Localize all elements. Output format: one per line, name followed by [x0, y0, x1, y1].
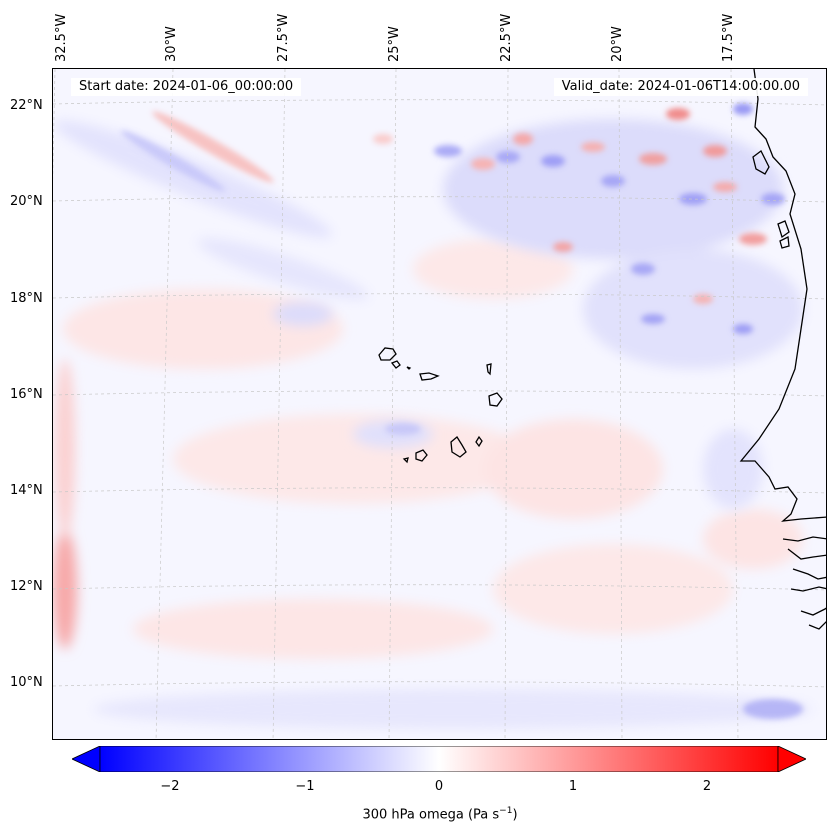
- lat-label-14n: 14°N: [10, 483, 43, 498]
- lat-label-12n: 12°N: [10, 579, 43, 594]
- colorbar-tick-m1: −1: [295, 779, 315, 794]
- lon-label-32-5w: 32.5°W: [54, 13, 69, 62]
- start-date-label: Start date: 2024-01-06_00:00:00: [71, 78, 302, 96]
- map-field: [53, 69, 826, 739]
- lon-label-17-5w: 17.5°W: [721, 13, 736, 62]
- lon-label-27-5w: 27.5°W: [276, 13, 291, 62]
- colorbar-tick-m2: −2: [160, 779, 180, 794]
- island-santiago: [450, 436, 467, 458]
- wave-streaks: [120, 103, 803, 719]
- valid-date-label: Valid_date: 2024-01-06T14:00:00.00: [553, 78, 808, 96]
- gridlines: [53, 69, 826, 739]
- colorbar-variable: 300 hPa omega: [362, 807, 464, 823]
- island-sao-nicolau: [419, 372, 440, 381]
- lat-label-22n: 22°N: [10, 98, 43, 113]
- island-santa-luzia: [406, 366, 412, 370]
- lat-label-16n: 16°N: [10, 387, 43, 402]
- colorbar-units-exponent: −1: [499, 806, 513, 816]
- lon-label-20w: 20°W: [610, 26, 625, 62]
- lon-label-22-5w: 22.5°W: [499, 13, 514, 62]
- island-sal: [486, 363, 492, 376]
- colorbar-min-extend: [71, 745, 101, 773]
- island-fogo: [415, 449, 428, 462]
- island-outlines: [378, 347, 503, 464]
- colorbar-gradient: [99, 745, 779, 773]
- omega-map: Start date: 2024-01-06_00:00:00 Valid_da…: [52, 68, 827, 740]
- lon-label-25w: 25°W: [387, 26, 402, 62]
- island-boa-vista: [488, 392, 503, 407]
- colorbar-label: 300 hPa omega (Pa s−1): [0, 806, 837, 822]
- lat-label-10n: 10°N: [10, 675, 43, 690]
- lat-label-18n: 18°N: [10, 291, 43, 306]
- island-brava: [402, 457, 409, 464]
- colorbar-tick-2: 2: [702, 779, 712, 794]
- colorbar-tick-1: 1: [568, 779, 578, 794]
- coastline: [739, 69, 826, 630]
- positive-omega-regions: [53, 239, 803, 659]
- lon-label-30w: 30°W: [164, 26, 179, 62]
- colorbar-graphic: [71, 745, 807, 773]
- negative-omega-regions: [53, 119, 813, 729]
- colorbar-max-extend: [777, 745, 807, 773]
- colorbar-units-close: ): [512, 807, 518, 823]
- island-santo-antao: [378, 347, 397, 361]
- lat-label-20n: 20°N: [10, 194, 43, 209]
- colorbar-tick-0: 0: [434, 779, 444, 794]
- colorbar-units: (Pa s: [467, 807, 500, 823]
- island-maio: [475, 435, 483, 448]
- island-sao-vicente: [390, 360, 401, 369]
- colorbar: [71, 745, 807, 773]
